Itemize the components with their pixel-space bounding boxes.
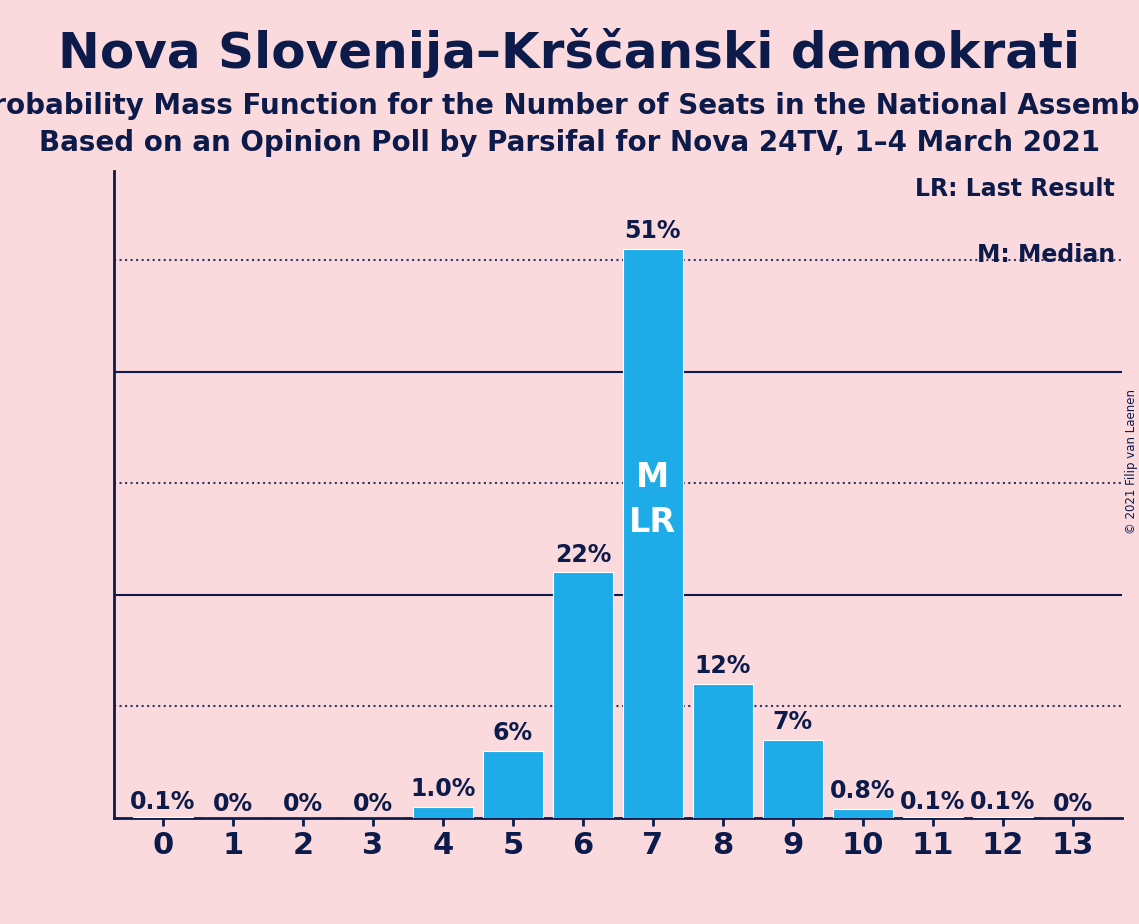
Bar — [833, 808, 893, 818]
Bar — [763, 740, 822, 818]
Text: 0.1%: 0.1% — [970, 790, 1035, 814]
Text: 6%: 6% — [493, 722, 533, 746]
Bar — [903, 817, 962, 818]
Text: 22%: 22% — [555, 542, 612, 566]
Bar — [694, 684, 753, 818]
Text: 51%: 51% — [624, 219, 681, 243]
Bar — [623, 249, 682, 818]
Bar — [133, 817, 192, 818]
Bar — [483, 751, 542, 818]
Text: 7%: 7% — [773, 711, 813, 734]
Text: Based on an Opinion Poll by Parsifal for Nova 24TV, 1–4 March 2021: Based on an Opinion Poll by Parsifal for… — [39, 129, 1100, 157]
Text: 0%: 0% — [1052, 792, 1093, 816]
Bar — [413, 807, 473, 818]
Text: 0.1%: 0.1% — [900, 790, 966, 814]
Text: 0.8%: 0.8% — [830, 779, 895, 803]
Text: 0%: 0% — [282, 792, 323, 816]
Bar — [554, 572, 613, 818]
Text: M: Median: M: Median — [977, 243, 1115, 267]
Text: M: M — [637, 461, 670, 494]
Text: 12%: 12% — [695, 654, 751, 678]
Text: Probability Mass Function for the Number of Seats in the National Assembly: Probability Mass Function for the Number… — [0, 92, 1139, 120]
Text: Nova Slovenija–Krščanski demokrati: Nova Slovenija–Krščanski demokrati — [58, 28, 1081, 78]
Text: LR: Last Result: LR: Last Result — [915, 176, 1115, 201]
Text: 1.0%: 1.0% — [410, 777, 476, 801]
Text: LR: LR — [630, 505, 677, 539]
Text: © 2021 Filip van Laenen: © 2021 Filip van Laenen — [1124, 390, 1138, 534]
Text: 0%: 0% — [213, 792, 253, 816]
Text: 0.1%: 0.1% — [130, 790, 196, 814]
Bar — [973, 817, 1033, 818]
Text: 0%: 0% — [353, 792, 393, 816]
